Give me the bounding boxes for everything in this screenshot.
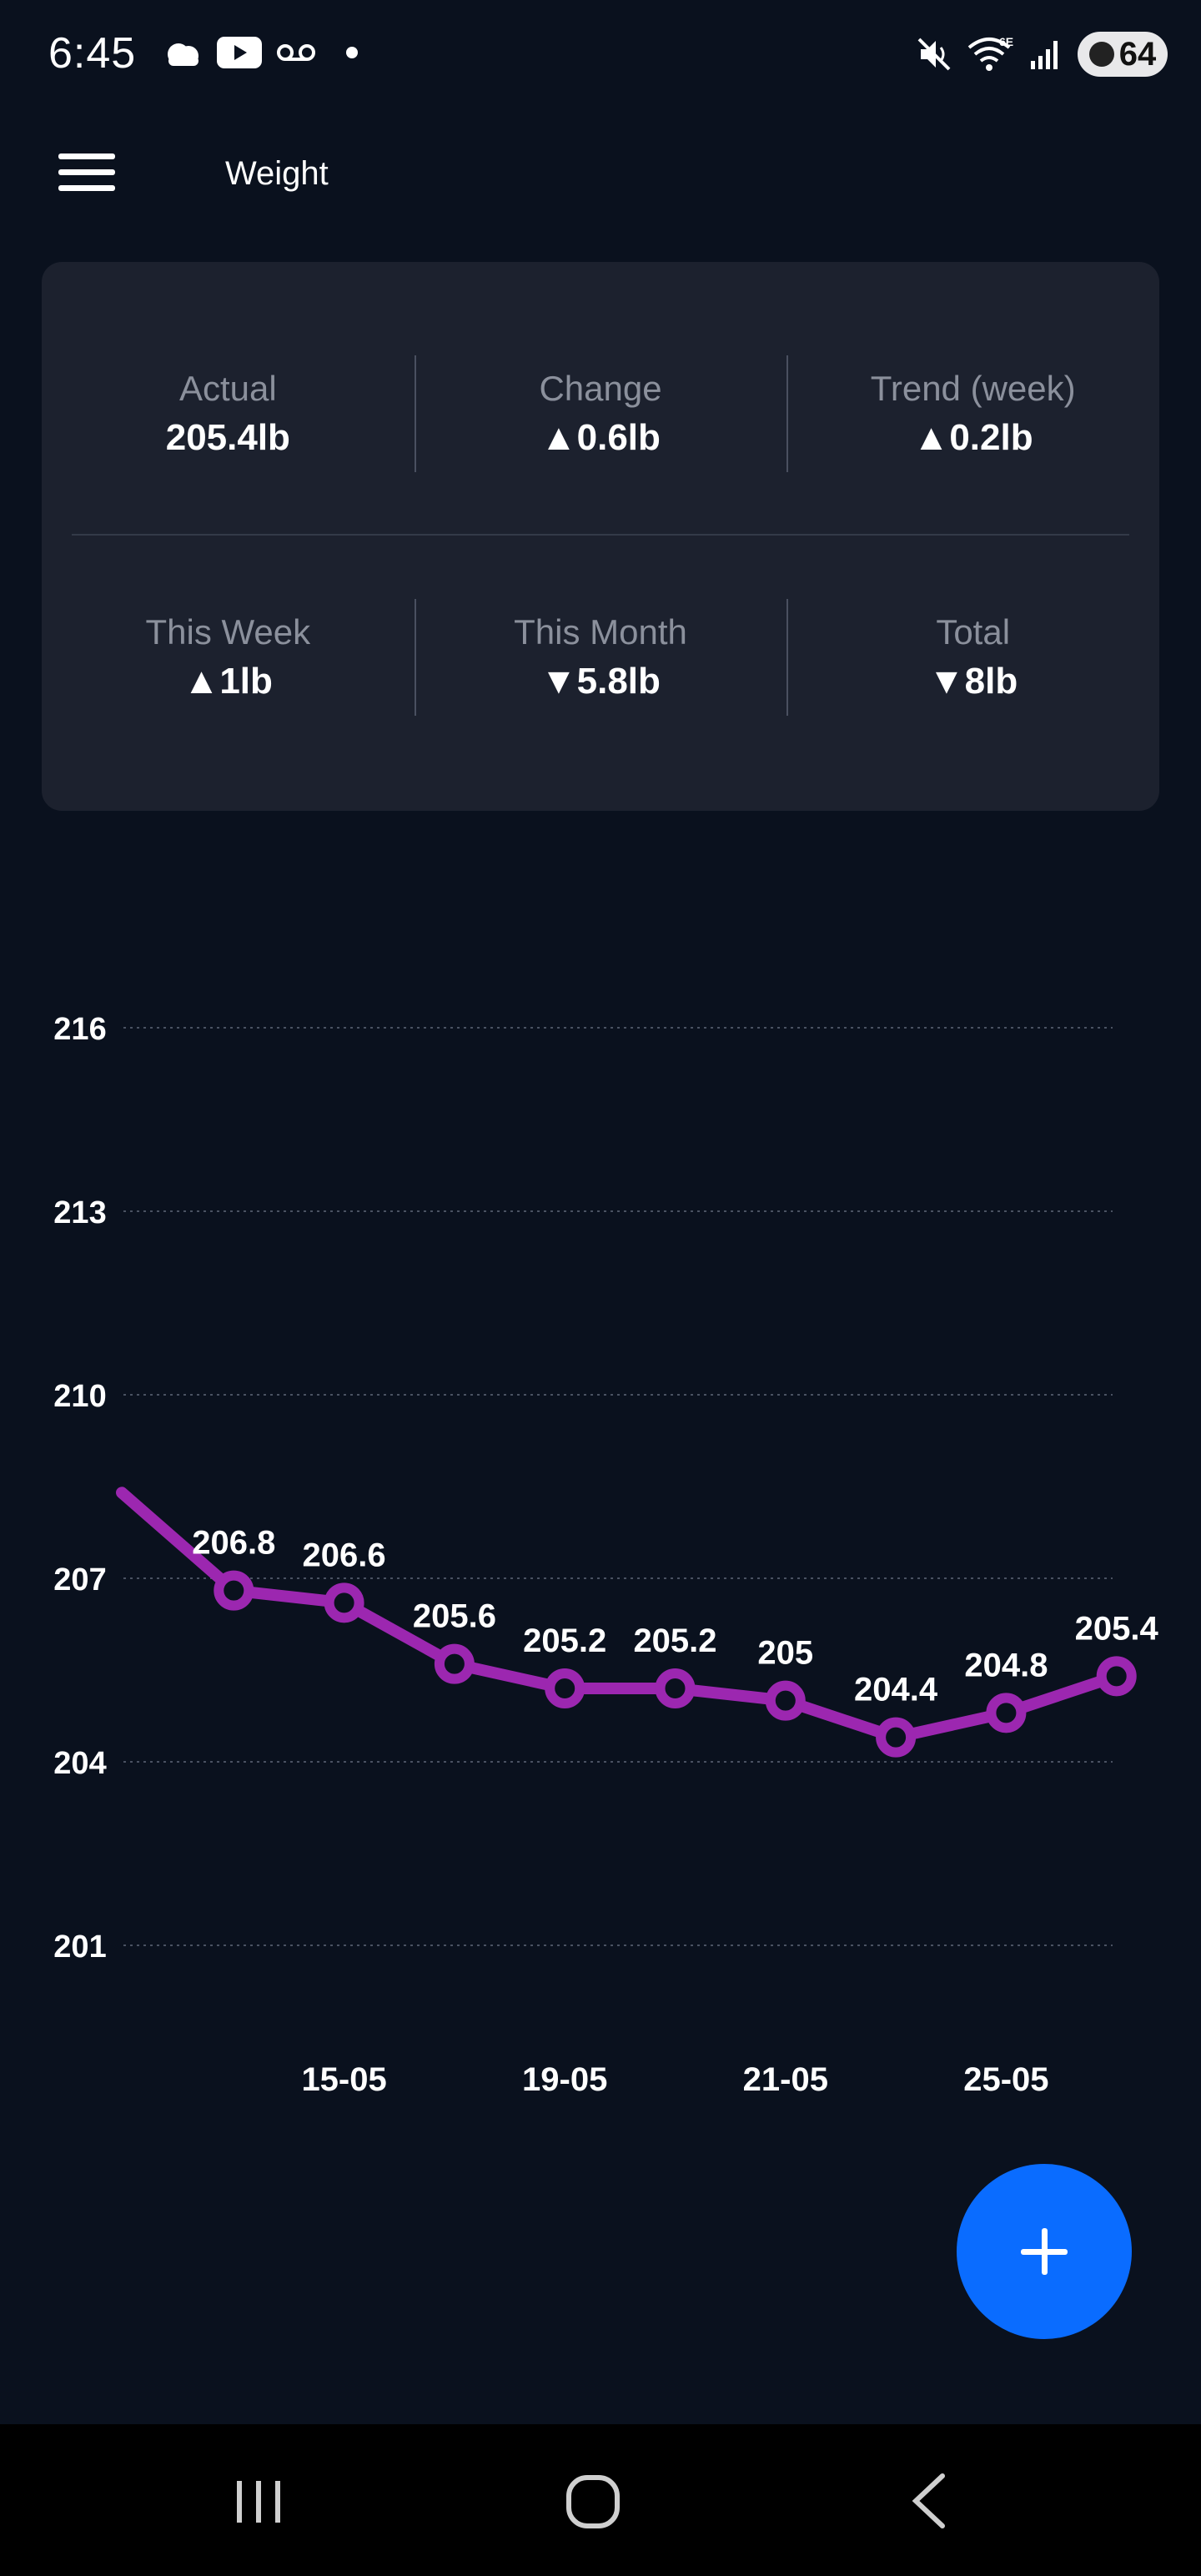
- stat-value: ▲0.6lb: [540, 417, 661, 458]
- add-entry-button[interactable]: [957, 2164, 1132, 2339]
- stat-value: 205.4lb: [165, 417, 290, 458]
- stat-this-week: This Week ▲1lb: [42, 599, 415, 716]
- y-tick-label: 207: [53, 1562, 106, 1597]
- stat-value: ▲1lb: [183, 661, 273, 702]
- home-icon[interactable]: [544, 2468, 644, 2534]
- page-title: Weight: [225, 155, 329, 192]
- y-tick-label: 204: [53, 1746, 106, 1781]
- weight-chart-svg: 216 213 210 207 204 201 15-05 19-05 21-05 25-05 20…: [53, 1012, 1159, 2098]
- card-divider: [72, 534, 1129, 536]
- data-label: 206.8: [192, 1525, 275, 1562]
- x-tick-label: 25-05: [963, 2061, 1048, 2098]
- battery-icon: 64: [1078, 32, 1168, 77]
- system-nav-bar: [0, 2424, 1201, 2576]
- stat-this-month: This Month ▼5.8lb: [414, 599, 787, 716]
- battery-saver-icon: [1088, 42, 1114, 67]
- x-tick-label: 21-05: [743, 2061, 828, 2098]
- y-tick-label: 201: [53, 1929, 106, 1965]
- weather-icon: [168, 43, 198, 66]
- data-label: 205: [757, 1635, 813, 1672]
- stat-value: ▼5.8lb: [540, 661, 661, 702]
- hamburger-menu-icon[interactable]: [53, 147, 123, 197]
- status-time: 6:45: [48, 29, 137, 78]
- wifi-icon: 6E: [967, 36, 1013, 71]
- summary-card: Actual 205.4lb Change ▲0.6lb Trend (week…: [42, 262, 1159, 811]
- data-label: 204.8: [964, 1647, 1048, 1683]
- data-label: 204.4: [854, 1672, 938, 1708]
- series-line: [116, 1487, 1123, 1743]
- status-bar: 6:45 6E: [0, 0, 1201, 108]
- stat-label: This Week: [145, 612, 311, 652]
- data-label: 205.4: [1075, 1610, 1159, 1647]
- data-label: 205.6: [413, 1598, 496, 1635]
- battery-level: 64: [1118, 35, 1157, 73]
- data-label: 205.2: [523, 1623, 606, 1659]
- y-tick-label: 213: [53, 1195, 106, 1230]
- data-point: [434, 1643, 475, 1684]
- stat-value: ▼8lb: [928, 661, 1018, 702]
- data-point: [1096, 1656, 1137, 1697]
- stat-label: Change: [539, 369, 662, 408]
- data-point: [765, 1680, 806, 1721]
- stats-row-2: This Week ▲1lb This Month ▼5.8lb Total ▼…: [42, 599, 1159, 716]
- voicemail-icon: [277, 44, 315, 61]
- stat-label: Trend (week): [870, 369, 1076, 408]
- stat-actual: Actual 205.4lb: [42, 355, 415, 472]
- data-label: 205.2: [633, 1623, 716, 1659]
- data-point: [655, 1668, 696, 1708]
- data-point: [545, 1668, 585, 1708]
- status-left-icons: [162, 37, 364, 68]
- youtube-icon: [217, 37, 262, 68]
- data-point: [214, 1570, 254, 1611]
- data-point: [986, 1693, 1027, 1733]
- x-tick-label: 19-05: [522, 2061, 607, 2098]
- network-label: 6E: [999, 36, 1013, 48]
- recents-icon[interactable]: [209, 2468, 309, 2534]
- stat-label: Total: [936, 612, 1011, 652]
- signal-icon: [1031, 41, 1058, 69]
- stat-label: Actual: [178, 369, 277, 408]
- stat-trend-week: Trend (week) ▲0.2lb: [786, 355, 1159, 472]
- status-right-icons: 6E 64: [916, 32, 1168, 77]
- weight-chart[interactable]: 216 213 210 207 204 201 15-05 19-05 21-05 25-05 20…: [0, 959, 1201, 2144]
- y-tick-label: 210: [53, 1379, 106, 1414]
- stats-row-1: Actual 205.4lb Change ▲0.6lb Trend (week…: [42, 355, 1159, 472]
- stat-value: ▲0.2lb: [912, 417, 1033, 458]
- data-point: [876, 1717, 917, 1758]
- data-point: [324, 1582, 364, 1623]
- app-bar: Weight: [0, 125, 1201, 217]
- notification-dot-icon: [346, 47, 358, 58]
- stat-label: This Month: [514, 612, 687, 652]
- data-label: 206.6: [303, 1537, 386, 1573]
- back-icon[interactable]: [879, 2468, 979, 2534]
- stat-change: Change ▲0.6lb: [414, 355, 787, 472]
- stat-total: Total ▼8lb: [786, 599, 1159, 716]
- x-tick-label: 15-05: [301, 2061, 386, 2098]
- y-tick-label: 216: [53, 1012, 106, 1047]
- mute-icon: [917, 38, 951, 71]
